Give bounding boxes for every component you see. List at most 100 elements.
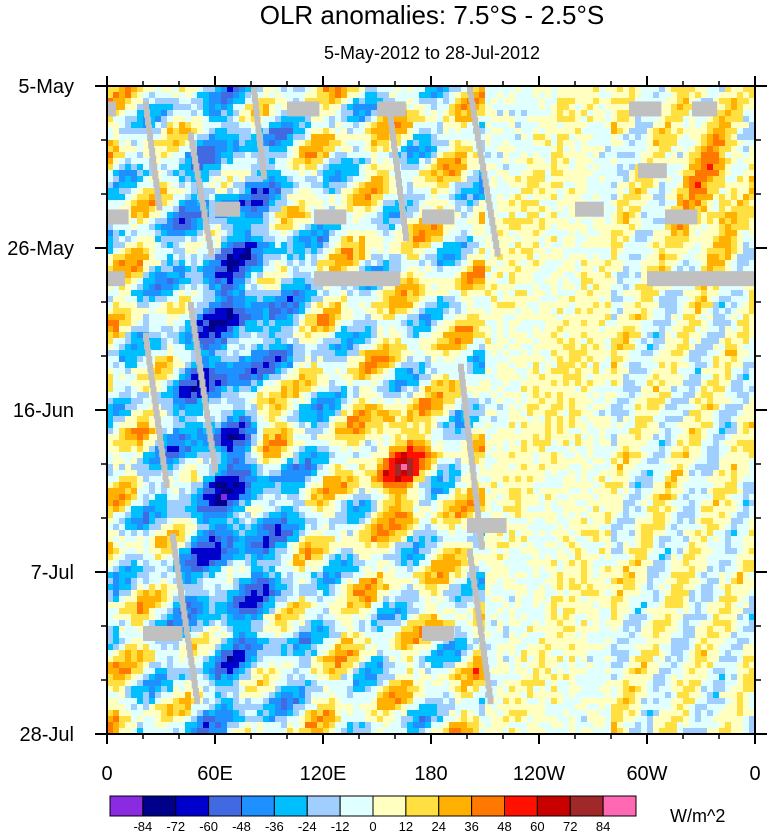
- heatmap-cell: [461, 248, 468, 255]
- heatmap-cell: [713, 170, 720, 177]
- heatmap-cell: [539, 146, 546, 153]
- heatmap-cell: [173, 86, 180, 93]
- heatmap-cell: [203, 332, 210, 339]
- heatmap-cell: [275, 128, 282, 135]
- heatmap-cell: [461, 242, 468, 249]
- heatmap-cell: [281, 134, 288, 141]
- heatmap-cell: [425, 278, 432, 285]
- heatmap-cell: [617, 254, 624, 261]
- heatmap-cell: [557, 128, 564, 135]
- heatmap-cell: [557, 260, 564, 267]
- heatmap-cell: [353, 176, 360, 183]
- heatmap-cell: [605, 284, 612, 291]
- heatmap-cell: [233, 308, 240, 315]
- heatmap-cell: [521, 188, 528, 195]
- heatmap-cell: [617, 152, 624, 159]
- heatmap-cell: [131, 248, 138, 255]
- heatmap-cell: [689, 314, 696, 321]
- heatmap-cell: [437, 308, 444, 315]
- heatmap-cell: [749, 158, 755, 165]
- heatmap-cell: [131, 116, 138, 123]
- heatmap-cell: [269, 248, 276, 255]
- heatmap-cell: [407, 326, 414, 333]
- heatmap-cell: [503, 248, 510, 255]
- heatmap-cell: [563, 332, 570, 339]
- heatmap-cell: [353, 284, 360, 291]
- heatmap-cell: [479, 200, 486, 207]
- heatmap-cell: [545, 344, 552, 351]
- heatmap-cell: [143, 362, 150, 369]
- heatmap-cell: [641, 326, 648, 333]
- heatmap-cell: [203, 128, 210, 135]
- heatmap-cell: [275, 146, 282, 153]
- heatmap-cell: [719, 218, 726, 225]
- heatmap-cell: [299, 212, 306, 219]
- heatmap-cell: [131, 98, 138, 105]
- heatmap-cell: [473, 284, 480, 291]
- heatmap-cell: [659, 326, 666, 333]
- heatmap-cell: [623, 218, 630, 225]
- heatmap-cell: [485, 272, 492, 279]
- heatmap-cell: [221, 284, 228, 291]
- heatmap-cell: [185, 338, 192, 345]
- heatmap-cell: [461, 200, 468, 207]
- heatmap-cell: [329, 92, 336, 99]
- heatmap-cell: [581, 302, 588, 309]
- heatmap-cell: [365, 338, 372, 345]
- heatmap-cell: [461, 92, 468, 99]
- heatmap-cell: [353, 224, 360, 231]
- heatmap-cell: [197, 260, 204, 267]
- heatmap-cell: [161, 290, 168, 297]
- heatmap-cell: [563, 188, 570, 195]
- heatmap-cell: [269, 122, 276, 129]
- heatmap-cell: [389, 176, 396, 183]
- heatmap-cell: [731, 152, 738, 159]
- heatmap-cell: [173, 170, 180, 177]
- heatmap-cell: [359, 224, 366, 231]
- heatmap-cell: [323, 320, 330, 327]
- heatmap-cell: [629, 170, 636, 177]
- heatmap-cell: [473, 224, 480, 231]
- heatmap-cell: [413, 218, 420, 225]
- heatmap-cell: [179, 272, 186, 279]
- heatmap-cell: [551, 110, 558, 117]
- heatmap-cell: [731, 188, 738, 195]
- heatmap-cell: [335, 140, 342, 147]
- heatmap-cell: [197, 92, 204, 99]
- heatmap-cell: [515, 194, 522, 201]
- heatmap-cell: [665, 242, 672, 249]
- heatmap-cell: [269, 152, 276, 159]
- heatmap-cell: [527, 128, 534, 135]
- heatmap-cell: [533, 356, 540, 363]
- heatmap-cell: [497, 170, 504, 177]
- heatmap-cell: [455, 140, 462, 147]
- heatmap-cell: [299, 272, 306, 279]
- heatmap-cell: [725, 194, 732, 201]
- heatmap-cell: [287, 326, 294, 333]
- heatmap-cell: [239, 338, 246, 345]
- heatmap-cell: [407, 158, 414, 165]
- heatmap-cell: [365, 284, 372, 291]
- heatmap-cell: [647, 206, 654, 213]
- heatmap-cell: [701, 248, 708, 255]
- heatmap-cell: [347, 236, 354, 243]
- heatmap-cell: [347, 158, 354, 165]
- heatmap-cell: [719, 98, 726, 105]
- heatmap-cell: [419, 320, 426, 327]
- heatmap-cell: [293, 296, 300, 303]
- heatmap-cell: [731, 248, 738, 255]
- heatmap-cell: [623, 248, 630, 255]
- heatmap-cell: [671, 314, 678, 321]
- heatmap-cell: [131, 278, 138, 285]
- heatmap-cell: [335, 194, 342, 201]
- heatmap-cell: [149, 98, 156, 105]
- heatmap-cell: [527, 356, 534, 363]
- heatmap-cell: [653, 314, 660, 321]
- heatmap-cell: [263, 236, 270, 243]
- heatmap-cell: [197, 272, 204, 279]
- heatmap-cell: [485, 158, 492, 165]
- heatmap-cell: [503, 176, 510, 183]
- heatmap-cell: [119, 206, 126, 213]
- heatmap-cell: [413, 284, 420, 291]
- heatmap-cell: [287, 308, 294, 315]
